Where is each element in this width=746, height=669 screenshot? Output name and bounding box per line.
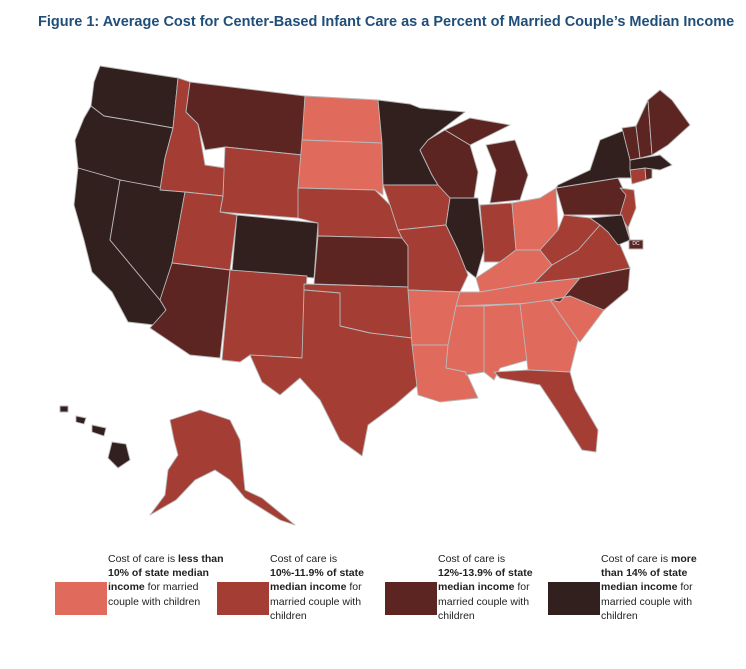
state-colorado (231, 214, 319, 279)
state-hawaii-oahu (75, 415, 87, 425)
state-connecticut (629, 167, 647, 185)
legend-text-less-than-10: Cost of care is less than 10% of state m… (108, 553, 224, 608)
state-new-mexico (221, 269, 308, 363)
state-indiana (479, 202, 517, 263)
state-massachusetts (629, 154, 673, 171)
legend-text-12-to-13-9: Cost of care is 12%-13.9% of state media… (438, 553, 533, 622)
state-hawaii-big (107, 441, 131, 469)
legend-item-more-than-14: Cost of care is more than 14% of state m… (548, 552, 718, 662)
state-michigan (485, 139, 529, 204)
state-alaska (149, 409, 296, 526)
legend-swatch-10-to-11-9 (217, 582, 269, 615)
legend-text-more-than-14: Cost of care is more than 14% of state m… (601, 553, 697, 622)
legend-item-10-to-11-9: Cost of care is 10%-11.9% of state media… (217, 552, 387, 662)
legend-swatch-more-than-14 (548, 582, 600, 615)
legend-swatch-12-to-13-9 (385, 582, 437, 615)
dc-label: DC (632, 241, 640, 247)
state-maryland (589, 214, 631, 246)
state-georgia (519, 299, 579, 373)
state-florida (493, 369, 599, 453)
state-rhode-island (644, 167, 653, 181)
dc-marker (628, 239, 644, 250)
figure-title: Figure 1: Average Cost for Center-Based … (38, 14, 735, 30)
state-montana (185, 81, 306, 156)
state-hawaii-maui (91, 424, 107, 437)
state-michigan-upper (444, 117, 511, 146)
legend-text-10-to-11-9: Cost of care is 10%-11.9% of state media… (270, 553, 364, 622)
state-texas (249, 289, 419, 457)
map-legend: Cost of care is less than 10% of state m… (0, 552, 746, 662)
state-maine (647, 89, 691, 156)
state-south-dakota (297, 139, 384, 196)
state-illinois (445, 197, 485, 279)
state-north-dakota (301, 95, 383, 144)
legend-item-12-to-13-9: Cost of care is 12%-13.9% of state media… (385, 552, 555, 662)
legend-item-less-than-10: Cost of care is less than 10% of state m… (55, 552, 225, 662)
state-wyoming (219, 146, 303, 219)
state-kansas (313, 235, 409, 288)
legend-swatch-less-than-10 (55, 582, 107, 615)
state-hawaii-kauai (59, 405, 69, 413)
